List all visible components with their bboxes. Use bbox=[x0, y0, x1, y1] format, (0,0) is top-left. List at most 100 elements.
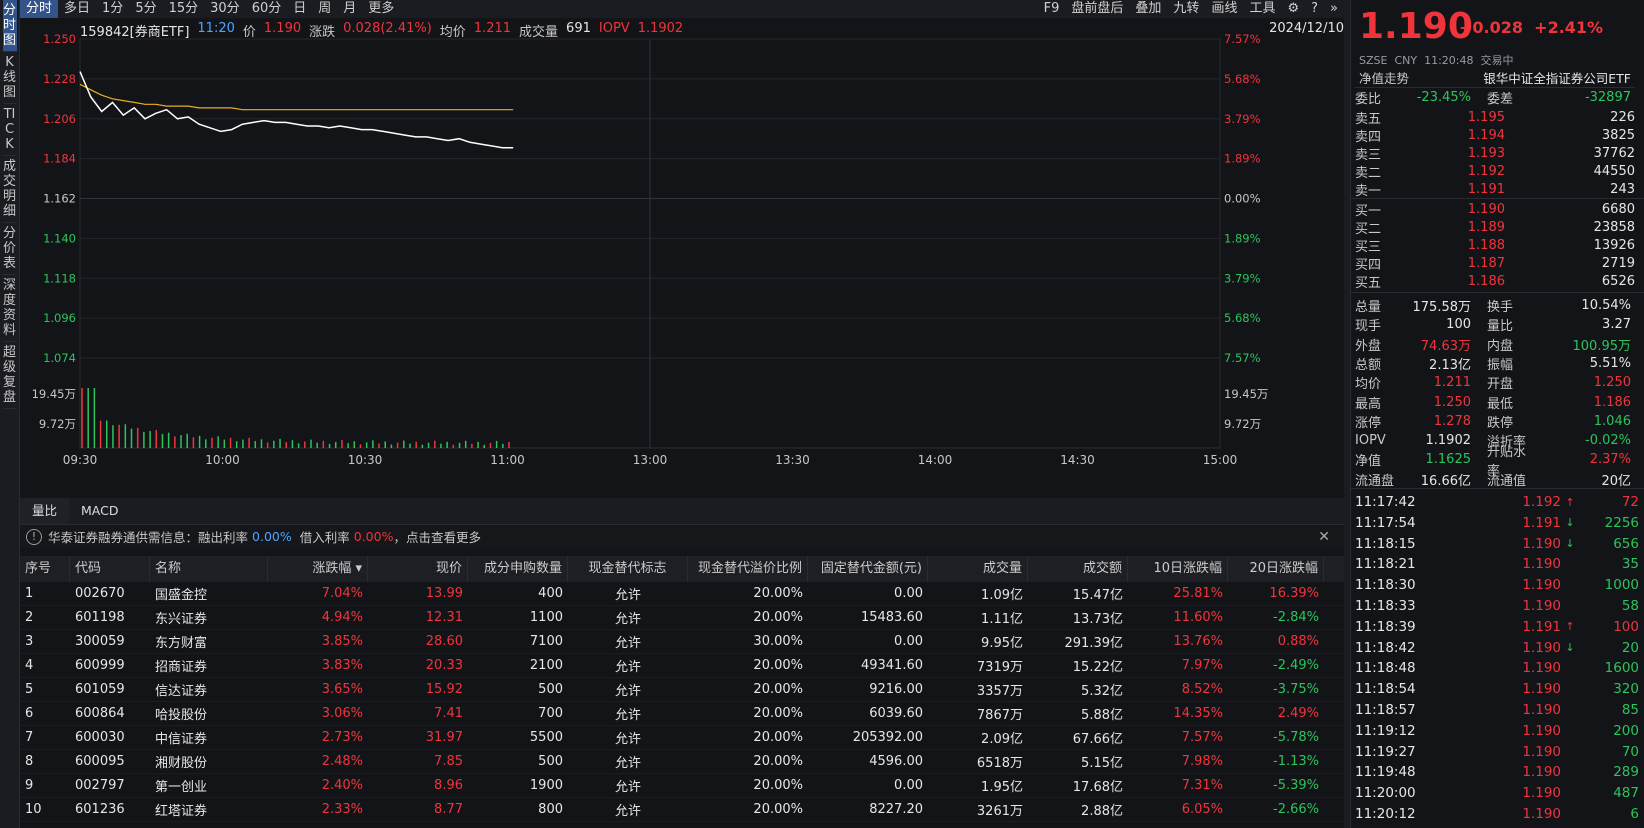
table-row[interactable]: 7 600030 中信证券 2.73% 31.97 5500 允许 20.00% 205392.… bbox=[20, 726, 1344, 750]
tick-time: 11:20:12 bbox=[1355, 806, 1416, 822]
stat-value: 175.58万 bbox=[1412, 300, 1472, 315]
cell-8: 9216.00 bbox=[869, 682, 923, 697]
y-tick-left: 1.162 bbox=[43, 192, 76, 206]
ask-row: 卖一 1.191 243 bbox=[1355, 180, 1639, 199]
expand-icon[interactable]: » bbox=[1330, 1, 1338, 16]
sidebar-tab-4[interactable]: 分价表 bbox=[2, 223, 17, 275]
notice-more[interactable]: ，点击查看更多 bbox=[393, 530, 481, 545]
y-tick-right: 3.79% bbox=[1224, 112, 1261, 126]
cell-12: 16.39% bbox=[1269, 586, 1319, 601]
divider bbox=[1351, 488, 1644, 489]
period-tab-9[interactable]: 月 bbox=[343, 1, 357, 16]
tick-time: 11:18:42 bbox=[1355, 639, 1416, 656]
notice-bar[interactable]: ! 华泰证券融券通供需信息：融出利率 0.00% 借入利率 0.00% ，点击查… bbox=[20, 524, 1344, 548]
trade-status: 交易中 bbox=[1480, 54, 1514, 67]
sidebar-tab-3[interactable]: 成交明细 bbox=[2, 156, 17, 223]
cell-8: 0.00 bbox=[894, 634, 923, 649]
tool-button-4[interactable]: 画线 bbox=[1211, 1, 1238, 16]
period-tab-3[interactable]: 5分 bbox=[135, 1, 157, 16]
period-tab-2[interactable]: 1分 bbox=[102, 1, 124, 16]
tick-volume: 2256 bbox=[1604, 514, 1639, 531]
period-tab-10[interactable]: 更多 bbox=[368, 1, 395, 16]
table-row[interactable]: 4 600999 招商证券 3.83% 20.33 2100 允许 20.00% 49341.6… bbox=[20, 654, 1344, 678]
col-header-0[interactable]: 序号 bbox=[20, 556, 70, 582]
table-row[interactable]: 2 601198 东兴证券 4.94% 12.31 1100 允许 20.00% 15483.6… bbox=[20, 606, 1344, 630]
cell-10: 15.22亿 bbox=[1072, 660, 1123, 675]
period-tab-0[interactable]: 分时 bbox=[20, 0, 59, 18]
nav-row[interactable]: 净值走势 银华中证全指证券公司ETF bbox=[1355, 68, 1635, 88]
sidebar-tab-6[interactable]: 超级复盘 bbox=[2, 342, 17, 409]
cell-6: 允许 bbox=[614, 804, 641, 819]
col-header-3[interactable]: 涨跌幅 ▾ bbox=[268, 556, 368, 582]
intraday-chart[interactable]: 1.250 7.57% 1.228 5.68% 1.206 3.79% 1.184 1.89%… bbox=[20, 18, 1344, 498]
stat-label: 量比 bbox=[1487, 319, 1514, 335]
col-header-5[interactable]: 成分申购数量 bbox=[468, 556, 568, 582]
cell-11: 7.57% bbox=[1181, 730, 1223, 745]
stat-row: 最高 1.250 最低 1.186 bbox=[1355, 393, 1639, 412]
period-tab-6[interactable]: 60分 bbox=[251, 1, 282, 16]
chart-svg[interactable]: 1.250 7.57% 1.228 5.68% 1.206 3.79% 1.184 1.89%… bbox=[20, 18, 1344, 498]
col-header-11[interactable]: 10日涨跌幅 bbox=[1128, 556, 1228, 582]
tab-volume-ratio[interactable]: 量比 bbox=[20, 498, 70, 524]
col-header-8[interactable]: 固定替代金额(元) bbox=[808, 556, 928, 582]
col-header-9[interactable]: 成交量 bbox=[928, 556, 1028, 582]
table-row[interactable]: 1 002670 国盛金控 7.04% 13.99 400 允许 20.00% 0.00 1.09… bbox=[20, 582, 1344, 606]
cell-4: 31.97 bbox=[425, 730, 463, 745]
period-tab-1[interactable]: 多日 bbox=[64, 1, 91, 16]
cell-0: 5 bbox=[25, 682, 34, 697]
nav-trend-link[interactable]: 净值走势 bbox=[1359, 71, 1410, 86]
tab-macd[interactable]: MACD bbox=[81, 503, 119, 518]
bid-label: 买三 bbox=[1355, 240, 1382, 255]
col-header-2[interactable]: 名称 bbox=[150, 556, 268, 582]
tool-button-5[interactable]: 工具 bbox=[1249, 1, 1276, 16]
period-tab-4[interactable]: 15分 bbox=[168, 1, 199, 16]
table-row[interactable]: 3 300059 东方财富 3.85% 28.60 7100 允许 30.00% 0.00 9.9… bbox=[20, 630, 1344, 654]
tool-button-1[interactable]: 盘前盘后 bbox=[1071, 1, 1124, 16]
cell-10: 5.15亿 bbox=[1081, 756, 1123, 771]
stat-label: 总额 bbox=[1355, 357, 1382, 373]
col-header-6[interactable]: 现金替代标志 bbox=[568, 556, 688, 582]
sidebar-tab-1[interactable]: K线图 bbox=[2, 52, 17, 104]
tool-button-2[interactable]: 叠加 bbox=[1135, 1, 1162, 16]
gear-icon[interactable]: ⚙ bbox=[1287, 1, 1300, 16]
ask-row: 卖三 1.193 37762 bbox=[1355, 144, 1639, 163]
table-row[interactable]: 5 601059 信达证券 3.65% 15.92 500 允许 20.00% 9216.00 3… bbox=[20, 678, 1344, 702]
tick-price: 1.190 bbox=[1522, 764, 1561, 781]
stat-label: 现手 bbox=[1355, 319, 1382, 335]
cell-2: 招商证券 bbox=[155, 660, 208, 675]
cell-11: 11.60% bbox=[1173, 610, 1223, 625]
col-header-4[interactable]: 现价 bbox=[368, 556, 468, 582]
collapse-handle[interactable] bbox=[1344, 0, 1350, 828]
tick-volume: 320 bbox=[1613, 681, 1639, 698]
sidebar-tab-5[interactable]: 深度资料 bbox=[2, 275, 17, 342]
table-row[interactable]: 6 600864 哈投股份 3.06% 7.41 700 允许 20.00% 6039.60 78… bbox=[20, 702, 1344, 726]
cell-9: 1.95亿 bbox=[981, 780, 1023, 795]
cell-6: 允许 bbox=[614, 612, 641, 627]
tick-row: 11:19:27 1.190 70 bbox=[1355, 742, 1639, 762]
notice-text: 华泰证券融券通供需信息：融出利率 bbox=[48, 530, 249, 545]
cell-0: 1 bbox=[25, 586, 34, 601]
bid-qty: 13926 bbox=[1593, 238, 1635, 253]
period-tab-8[interactable]: 周 bbox=[318, 1, 332, 16]
table-row[interactable]: 8 600095 湘财股份 2.48% 7.85 500 允许 20.00% 4596.00 65… bbox=[20, 750, 1344, 774]
tool-button-0[interactable]: F9 bbox=[1043, 1, 1060, 16]
stat-label: 换手 bbox=[1487, 300, 1514, 315]
col-header-12[interactable]: 20日涨跌幅 bbox=[1228, 556, 1324, 582]
help-icon[interactable]: ? bbox=[1311, 1, 1319, 16]
col-header-7[interactable]: 现金替代溢价比例 bbox=[688, 556, 808, 582]
ask-qty: 37762 bbox=[1593, 146, 1635, 161]
y-tick-left: 1.228 bbox=[43, 72, 76, 86]
stat-row: 总量 175.58万 换手 10.54% bbox=[1355, 296, 1639, 315]
cell-12: -3.75% bbox=[1273, 682, 1319, 697]
tool-button-3[interactable]: 九转 bbox=[1173, 1, 1200, 16]
close-icon[interactable]: ✕ bbox=[1318, 528, 1330, 545]
col-header-10[interactable]: 成交额 bbox=[1028, 556, 1128, 582]
sidebar-tab-2[interactable]: TICK bbox=[2, 104, 17, 156]
period-tab-5[interactable]: 30分 bbox=[210, 1, 240, 16]
col-header-1[interactable]: 代码 bbox=[70, 556, 150, 582]
table-row[interactable]: 10 601236 红塔证券 2.33% 8.77 800 允许 20.00% 8227.20 3… bbox=[20, 798, 1344, 822]
table-row[interactable]: 9 002797 第一创业 2.40% 8.96 1900 允许 20.00% 0.00 1.95… bbox=[20, 774, 1344, 798]
cell-11: 13.76% bbox=[1173, 634, 1223, 649]
period-tab-7[interactable]: 日 bbox=[293, 1, 307, 16]
sidebar-tab-0[interactable]: 分时图 bbox=[2, 0, 17, 52]
